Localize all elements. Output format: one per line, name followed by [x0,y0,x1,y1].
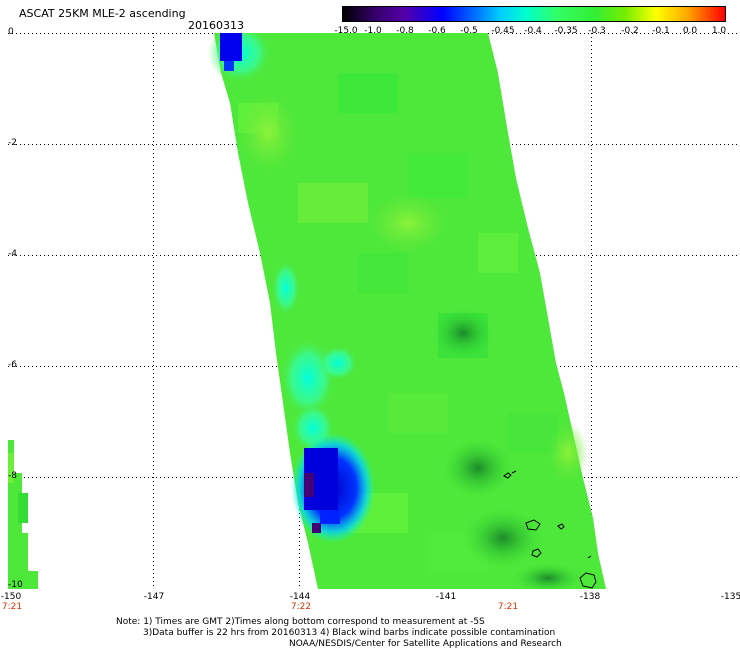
colorbar-label: -1.0 [364,26,382,36]
map-date: 20160313 [188,19,244,32]
swath-map [8,33,738,589]
note-line-2: 3)Data buffer is 22 hrs from 20160313 4)… [143,628,556,638]
y-tick-label: 0 [8,27,14,37]
colorbar-label: -0.8 [396,26,414,36]
colorbar-label: -0.35 [554,26,578,36]
colorbar-label: -0.45 [491,26,515,36]
x-tick-label: -147 [143,592,165,602]
map-title: ASCAT 25KM MLE-2 ascending [19,7,186,20]
x-tick-label: -150 [0,592,22,602]
time-label: 7:21 [497,602,519,612]
y-tick-label: -10 [8,580,23,590]
colorbar [342,6,726,22]
colorbar-label: 1.0 [711,26,727,36]
colorbar-label: -0.1 [652,26,670,36]
y-tick-label: -2 [8,138,17,148]
note-line-1: Note: 1) Times are GMT 2)Times along bot… [116,617,485,627]
colorbar-label: -15.0 [334,26,358,36]
time-label: 7:22 [290,602,312,612]
time-label: 7:21 [1,602,23,612]
x-tick-label: -135 [720,592,740,602]
ascat-swath-left [8,440,38,589]
y-tick-label: -8 [8,471,17,481]
x-tick-label: -138 [579,592,601,602]
y-tick-label: -6 [8,360,17,370]
colorbar-label: -0.6 [428,26,446,36]
note-line-3: NOAA/NESDIS/Center for Satellite Applica… [289,639,562,649]
colorbar-label: -0.2 [621,26,639,36]
y-tick-label: -4 [8,249,17,259]
coastlines [503,470,597,589]
colorbar-label: 0.0 [682,26,698,36]
x-tick-label: -141 [435,592,457,602]
colorbar-label: -0.5 [460,26,478,36]
colorbar-label: -0.3 [588,26,606,36]
x-tick-label: -144 [289,592,311,602]
colorbar-label: -0.4 [524,26,542,36]
